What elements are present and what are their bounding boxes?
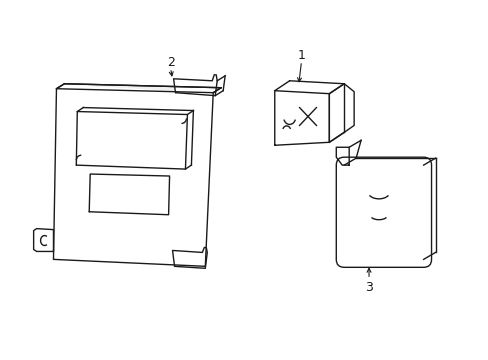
- Polygon shape: [274, 91, 328, 145]
- Text: 3: 3: [365, 281, 372, 294]
- Polygon shape: [34, 229, 53, 251]
- Polygon shape: [76, 112, 187, 169]
- Polygon shape: [328, 84, 353, 142]
- Polygon shape: [53, 89, 213, 266]
- Polygon shape: [64, 84, 221, 93]
- Text: 1: 1: [297, 49, 305, 63]
- Polygon shape: [173, 75, 217, 96]
- Polygon shape: [172, 247, 207, 268]
- Polygon shape: [336, 147, 348, 165]
- Text: 2: 2: [166, 57, 174, 69]
- Polygon shape: [89, 174, 169, 215]
- FancyBboxPatch shape: [336, 157, 431, 267]
